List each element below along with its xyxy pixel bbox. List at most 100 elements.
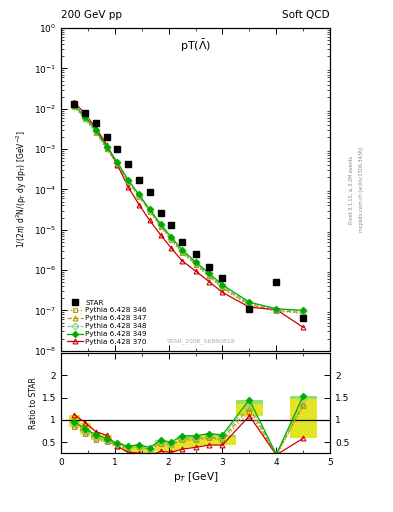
Pythia 6.428 348 <box>158 222 163 228</box>
STAR <box>137 177 141 183</box>
STAR <box>193 251 198 257</box>
Pythia 6.428 349 <box>94 127 98 133</box>
STAR <box>72 101 77 108</box>
Pythia 6.428 370 <box>169 245 174 251</box>
Text: mcplots.cern.ch [arXiv:1306.3436]: mcplots.cern.ch [arXiv:1306.3436] <box>359 147 364 232</box>
Pythia 6.428 349 <box>180 247 184 253</box>
Pythia 6.428 346 <box>220 285 225 291</box>
Line: Pythia 6.428 370: Pythia 6.428 370 <box>72 100 306 330</box>
Pythia 6.428 348 <box>169 236 174 242</box>
STAR <box>94 120 98 126</box>
Pythia 6.428 349 <box>137 191 141 198</box>
STAR <box>220 274 225 281</box>
Pythia 6.428 349 <box>147 206 152 212</box>
Pythia 6.428 370 <box>94 125 98 131</box>
Pythia 6.428 346 <box>72 104 77 110</box>
Pythia 6.428 347 <box>147 208 152 214</box>
Pythia 6.428 349 <box>126 177 130 183</box>
Pythia 6.428 348 <box>72 102 77 109</box>
Pythia 6.428 370 <box>207 279 211 285</box>
Pythia 6.428 346 <box>137 194 141 200</box>
Pythia 6.428 349 <box>193 259 198 265</box>
Pythia 6.428 370 <box>137 202 141 208</box>
Pythia 6.428 348 <box>193 260 198 266</box>
Pythia 6.428 346 <box>180 250 184 256</box>
Pythia 6.428 348 <box>147 207 152 214</box>
Pythia 6.428 370 <box>72 99 77 105</box>
Pythia 6.428 370 <box>274 307 279 313</box>
Pythia 6.428 370 <box>301 324 306 330</box>
Text: pT($\bar{\Lambda}$): pT($\bar{\Lambda}$) <box>180 38 211 54</box>
Pythia 6.428 347 <box>158 223 163 229</box>
Pythia 6.428 346 <box>158 224 163 230</box>
Line: Pythia 6.428 346: Pythia 6.428 346 <box>72 104 306 316</box>
STAR <box>147 189 152 196</box>
Pythia 6.428 348 <box>115 160 120 166</box>
Pythia 6.428 347 <box>83 115 88 121</box>
Pythia 6.428 346 <box>147 209 152 215</box>
Pythia 6.428 346 <box>115 162 120 168</box>
Pythia 6.428 347 <box>193 261 198 267</box>
Pythia 6.428 347 <box>274 307 279 313</box>
Pythia 6.428 347 <box>247 302 252 308</box>
Pythia 6.428 346 <box>169 237 174 243</box>
Pythia 6.428 349 <box>83 114 88 120</box>
Text: Soft QCD: Soft QCD <box>283 10 330 20</box>
Pythia 6.428 348 <box>94 128 98 134</box>
Text: Rivet 3.1.10, ≥ 3.2M events: Rivet 3.1.10, ≥ 3.2M events <box>349 155 354 224</box>
Pythia 6.428 347 <box>220 285 225 291</box>
Pythia 6.428 348 <box>126 178 130 184</box>
STAR <box>83 110 88 116</box>
Pythia 6.428 370 <box>126 184 130 190</box>
Pythia 6.428 347 <box>94 129 98 135</box>
Pythia 6.428 346 <box>83 116 88 122</box>
Line: Pythia 6.428 348: Pythia 6.428 348 <box>72 103 306 314</box>
Pythia 6.428 347 <box>180 249 184 255</box>
Pythia 6.428 348 <box>301 308 306 314</box>
Line: Pythia 6.428 349: Pythia 6.428 349 <box>72 102 306 313</box>
STAR <box>158 210 163 216</box>
Pythia 6.428 370 <box>147 218 152 224</box>
Y-axis label: 1/(2$\pi$) d$^2$N/(p$_T$ dy dp$_T$) [GeV$^{-2}$]: 1/(2$\pi$) d$^2$N/(p$_T$ dy dp$_T$) [GeV… <box>15 131 29 248</box>
Pythia 6.428 346 <box>274 308 279 314</box>
Pythia 6.428 349 <box>104 143 109 150</box>
Pythia 6.428 348 <box>104 144 109 151</box>
STAR <box>169 222 174 228</box>
STAR <box>115 146 120 152</box>
Pythia 6.428 349 <box>158 221 163 227</box>
Pythia 6.428 370 <box>247 304 252 310</box>
Pythia 6.428 346 <box>193 262 198 268</box>
Pythia 6.428 348 <box>207 271 211 278</box>
Pythia 6.428 370 <box>115 162 120 168</box>
STAR <box>104 134 109 140</box>
Y-axis label: Ratio to STAR: Ratio to STAR <box>29 377 37 429</box>
Pythia 6.428 346 <box>104 146 109 152</box>
X-axis label: p$_T$ [GeV]: p$_T$ [GeV] <box>173 470 218 484</box>
STAR <box>126 161 130 167</box>
Pythia 6.428 348 <box>274 307 279 313</box>
Pythia 6.428 347 <box>207 272 211 279</box>
Text: 200 GeV pp: 200 GeV pp <box>61 10 122 20</box>
Pythia 6.428 347 <box>72 103 77 110</box>
STAR <box>180 239 184 245</box>
Pythia 6.428 348 <box>83 115 88 121</box>
Legend: STAR, Pythia 6.428 346, Pythia 6.428 347, Pythia 6.428 348, Pythia 6.428 349, Py: STAR, Pythia 6.428 346, Pythia 6.428 347… <box>64 297 149 347</box>
Pythia 6.428 370 <box>180 258 184 264</box>
Pythia 6.428 349 <box>72 102 77 108</box>
Pythia 6.428 348 <box>137 193 141 199</box>
Pythia 6.428 346 <box>207 273 211 280</box>
Pythia 6.428 370 <box>220 289 225 295</box>
STAR <box>207 264 211 270</box>
Pythia 6.428 370 <box>83 111 88 117</box>
Pythia 6.428 370 <box>104 141 109 147</box>
Pythia 6.428 346 <box>126 179 130 185</box>
Pythia 6.428 349 <box>115 159 120 165</box>
Pythia 6.428 348 <box>220 283 225 289</box>
Pythia 6.428 346 <box>94 130 98 136</box>
Pythia 6.428 347 <box>169 236 174 242</box>
Pythia 6.428 349 <box>274 306 279 312</box>
Pythia 6.428 349 <box>247 299 252 305</box>
Pythia 6.428 348 <box>180 248 184 254</box>
Pythia 6.428 348 <box>247 300 252 306</box>
Pythia 6.428 347 <box>126 179 130 185</box>
